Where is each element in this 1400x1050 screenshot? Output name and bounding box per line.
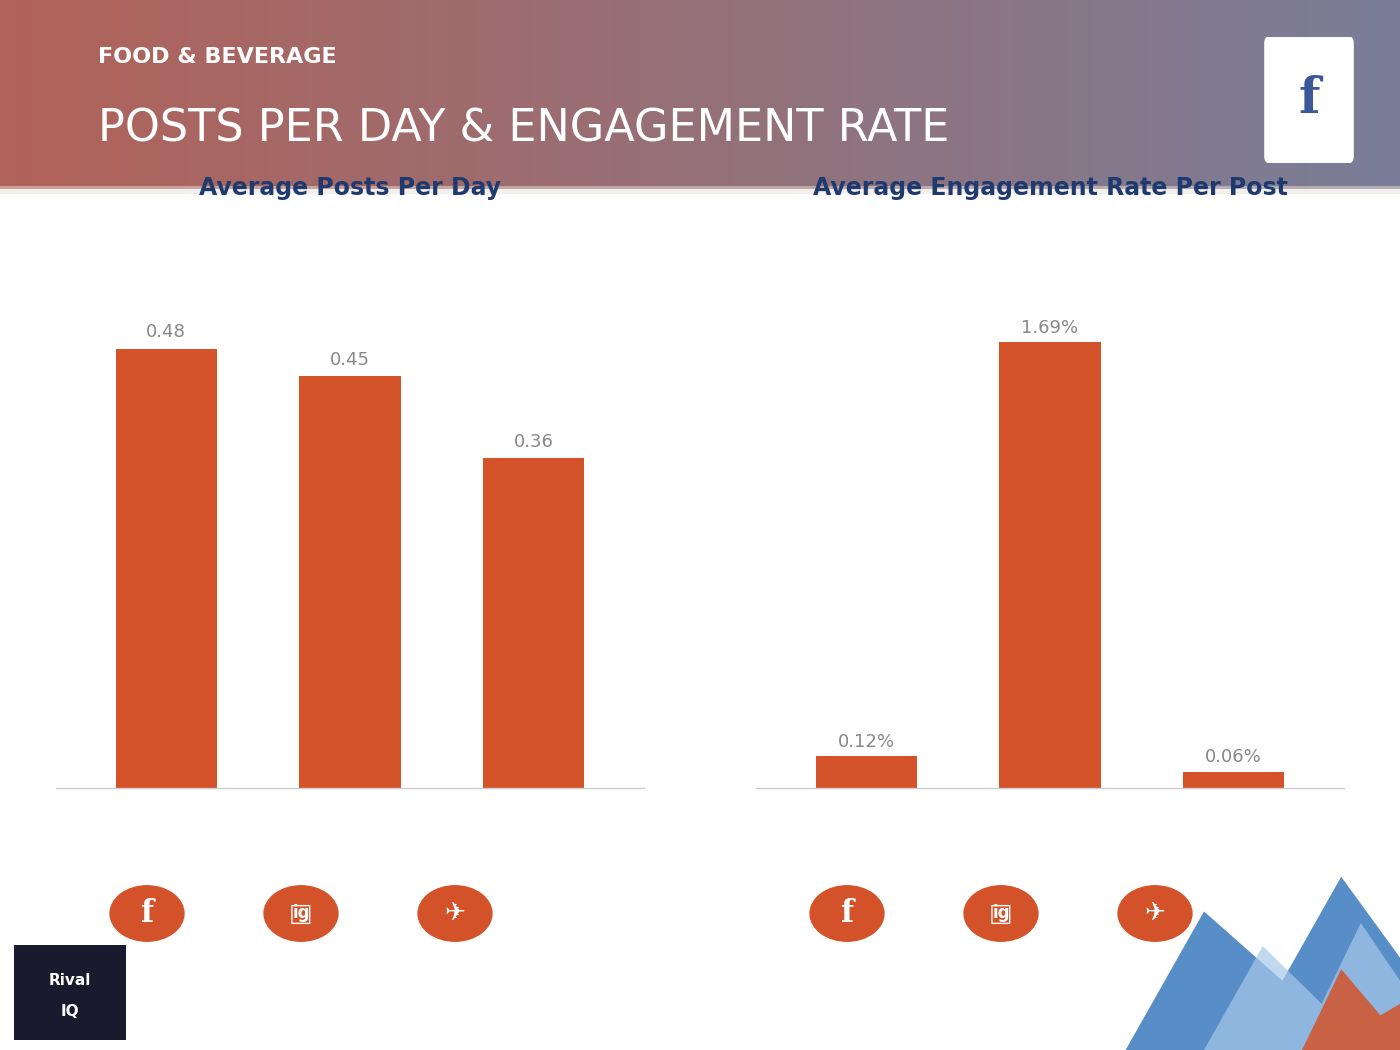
Bar: [816, 756, 917, 788]
Title: Average Posts Per Day: Average Posts Per Day: [199, 176, 501, 201]
Bar: [116, 349, 217, 788]
Text: 1.69%: 1.69%: [1022, 318, 1078, 337]
Text: f: f: [840, 898, 854, 929]
Circle shape: [965, 886, 1037, 941]
Polygon shape: [1126, 877, 1400, 1050]
Text: IQ: IQ: [60, 1004, 80, 1018]
Text: 0.48: 0.48: [147, 323, 186, 341]
Text: □: □: [990, 902, 1012, 925]
Text: f: f: [140, 898, 154, 929]
Text: □: □: [290, 902, 312, 925]
Bar: [1000, 342, 1100, 788]
Text: 0.06%: 0.06%: [1205, 749, 1263, 766]
Text: 0.45: 0.45: [330, 351, 370, 369]
Text: f: f: [1298, 76, 1320, 124]
Text: Rival: Rival: [49, 973, 91, 988]
Text: ig: ig: [293, 904, 309, 923]
Bar: [1183, 772, 1284, 788]
Bar: [483, 458, 584, 788]
Circle shape: [419, 886, 491, 941]
Circle shape: [111, 886, 183, 941]
Title: Average Engagement Rate Per Post: Average Engagement Rate Per Post: [812, 176, 1288, 201]
Circle shape: [1119, 886, 1191, 941]
Text: 0.36: 0.36: [514, 433, 553, 450]
Text: ig: ig: [993, 904, 1009, 923]
Bar: [300, 376, 400, 788]
Polygon shape: [1204, 923, 1400, 1050]
Circle shape: [811, 886, 883, 941]
Text: ✈: ✈: [445, 902, 465, 925]
Text: 0.12%: 0.12%: [837, 733, 895, 751]
Polygon shape: [1302, 969, 1400, 1050]
Text: ✈: ✈: [1145, 902, 1165, 925]
Text: FOOD & BEVERAGE: FOOD & BEVERAGE: [98, 46, 336, 67]
Circle shape: [265, 886, 337, 941]
Text: POSTS PER DAY & ENGAGEMENT RATE: POSTS PER DAY & ENGAGEMENT RATE: [98, 107, 949, 150]
FancyBboxPatch shape: [1266, 37, 1352, 163]
